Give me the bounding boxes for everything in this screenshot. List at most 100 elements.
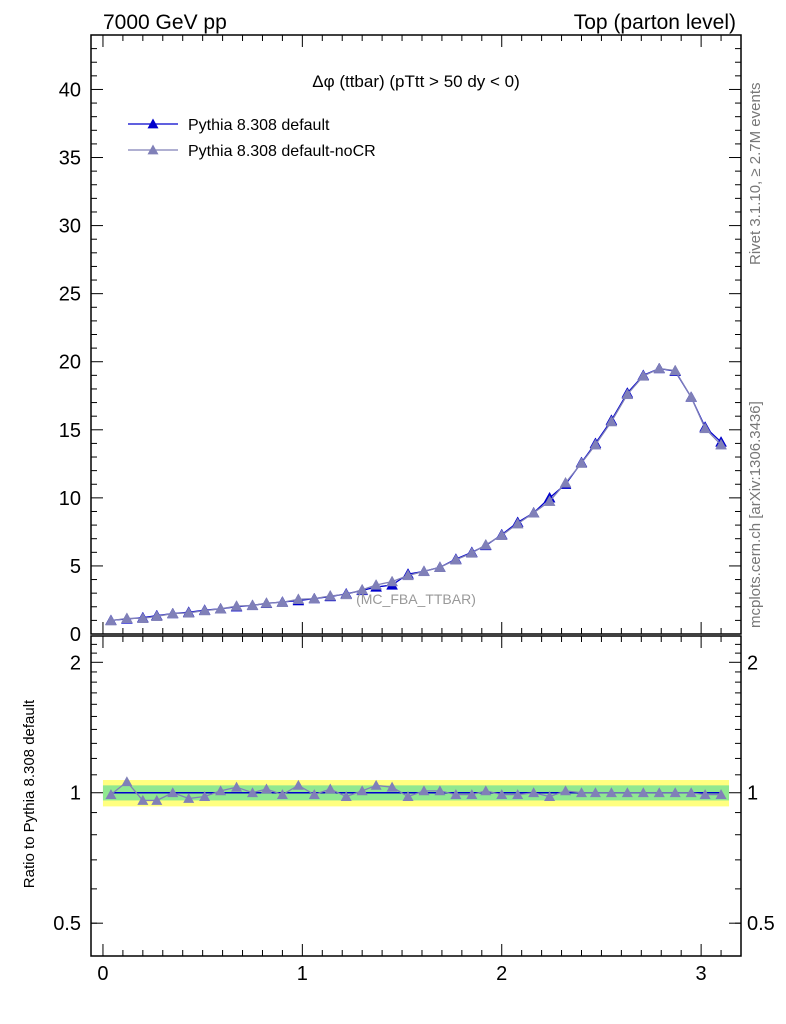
data-point-series-2 [605, 415, 618, 427]
ratio-data-point [560, 785, 572, 796]
ratio-y-axis-label: Ratio to Pythia 8.308 default [21, 699, 38, 888]
ratio-data-point [605, 787, 617, 798]
x-tick-label: 2 [496, 963, 507, 985]
ratio-data-point [183, 792, 195, 803]
data-point-series-2 [120, 612, 133, 623]
x-tick-label: 1 [297, 963, 308, 985]
ratio-data-point [715, 789, 727, 800]
data-point-series-2 [465, 546, 478, 558]
ratio-data-point [450, 789, 462, 800]
data-point-series-2 [575, 457, 588, 468]
y-tick-label: 40 [59, 79, 81, 101]
data-point-series-2 [136, 612, 149, 623]
data-point-series-2 [105, 614, 117, 626]
legend-marker [147, 144, 159, 155]
data-point-series-2 [340, 588, 353, 600]
data-point-series-2 [276, 596, 289, 607]
y-tick-label: 35 [59, 148, 81, 170]
ratio-data-point [402, 791, 414, 801]
data-point-series-2 [449, 553, 462, 565]
x-tick-label: 3 [696, 963, 707, 985]
ratio-data-point [699, 789, 711, 800]
ratio-data-point [386, 781, 398, 792]
ratio-data-point [308, 789, 320, 800]
data-point-series-2 [589, 438, 602, 450]
ratio-data-point [621, 787, 633, 798]
ratio-data-point [340, 791, 352, 801]
data-point-series-2 [198, 604, 211, 616]
legend-entry: Pythia 8.308 default [188, 117, 330, 134]
rivet-side-label: Rivet 3.1.10, ≥ 2.7M events [747, 83, 764, 266]
ratio-data-point [544, 791, 556, 801]
ratio-data-point [370, 779, 382, 790]
ratio-y-tick-label: 2 [70, 652, 81, 674]
data-point-series-2 [527, 506, 540, 518]
data-point-series-2 [559, 476, 572, 488]
data-point-series-2 [495, 529, 508, 540]
ratio-data-point [512, 789, 524, 800]
data-point-series-2 [479, 538, 492, 550]
data-point-series-2 [166, 607, 179, 619]
y-tick-label: 10 [59, 488, 81, 510]
data-point-series-2 [402, 569, 414, 581]
legend-marker [147, 118, 159, 129]
ratio-data-point [215, 785, 227, 796]
ratio-data-point [685, 787, 697, 798]
data-point-series-2 [150, 610, 163, 621]
ratio-data-point [480, 785, 492, 796]
data-point-series-2 [260, 597, 273, 608]
ratio-data-point [589, 787, 601, 798]
data-point-series-2 [308, 592, 321, 604]
main-plot-panel: 0 5 10 15 20 25 30 35 40 Δφ (ttbar) (pTtt > 50 dy… [59, 34, 742, 646]
ratio-data-point [137, 794, 149, 805]
ratio-data-point [247, 787, 259, 798]
ratio-y-tick-label: 0.5 [53, 913, 81, 935]
analysis-tag: (MC_FBA_TTBAR) [356, 591, 476, 607]
ratio-y-tick-label-right: 0.5 [747, 913, 775, 935]
data-point-series-2 [699, 422, 712, 434]
ratio-data-point [199, 791, 211, 801]
y-tick-label: 0 [70, 624, 81, 646]
data-point-series-2 [637, 370, 650, 381]
ratio-data-point [496, 789, 508, 800]
y-tick-label: 5 [70, 556, 81, 578]
data-point-series-2 [669, 364, 682, 376]
ratio-data-point [105, 789, 117, 800]
data-point-series-2 [356, 583, 369, 595]
ratio-plot-frame [90, 635, 742, 957]
data-point-series-2 [386, 575, 398, 587]
legend-entry: Pythia 8.308 default-noCR [188, 143, 376, 160]
ratio-data-point [434, 785, 446, 796]
ratio-y-tick-label-right: 1 [747, 783, 758, 805]
header-left-label: 7000 GeV pp [103, 11, 227, 34]
header-right-label: Top (parton level) [574, 11, 736, 34]
data-point-series-2 [324, 589, 337, 601]
ratio-data-point [356, 785, 368, 796]
y-tick-label: 30 [59, 216, 81, 238]
y-tick-label: 15 [59, 420, 81, 442]
data-point-series-2 [246, 599, 259, 611]
ratio-data-point [151, 794, 163, 805]
data-point-series-2 [230, 600, 243, 611]
data-point-series-2 [418, 565, 430, 577]
ratio-data-point [653, 787, 665, 798]
ratio-plot-panel: 0.5 0.5 1 1 2 2 0 1 2 3 [53, 635, 775, 985]
data-point-series-2 [370, 578, 383, 590]
series-line-1 [110, 367, 722, 622]
data-point-series-2 [511, 517, 524, 529]
y-tick-label: 20 [59, 352, 81, 374]
data-point-series-2 [292, 593, 305, 604]
data-point-series-2 [182, 606, 195, 618]
ratio-data-point [231, 781, 243, 792]
y-tick-label: 25 [59, 284, 81, 306]
data-point-series-2 [434, 561, 446, 572]
ratio-data-point [669, 787, 681, 798]
ratio-y-tick-label: 1 [70, 783, 81, 805]
ratio-data-point [276, 789, 288, 800]
ratio-series-line-2 [110, 780, 722, 802]
ratio-data-point [637, 787, 649, 798]
data-point-series-2 [621, 388, 634, 400]
ratio-data-point [575, 787, 587, 798]
ratio-data-point [292, 779, 304, 790]
